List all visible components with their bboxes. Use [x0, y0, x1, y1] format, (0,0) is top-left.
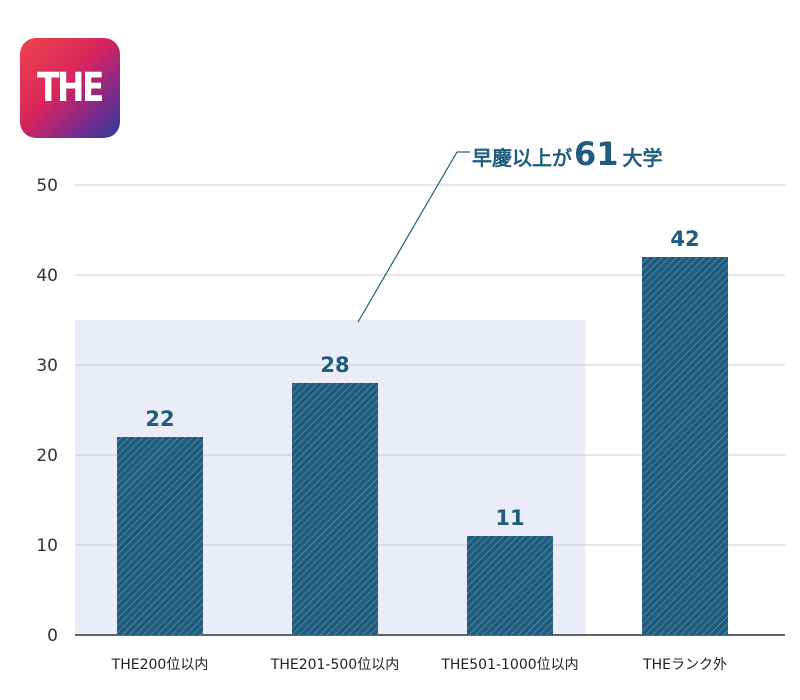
- logo-text: THE: [37, 65, 105, 111]
- bar-value-label: 11: [495, 506, 524, 530]
- category-labels: THE200位以内 THE201-500位以内 THE501-1000位以内 THEラ…: [111, 657, 727, 673]
- y-tick-label: 40: [36, 266, 58, 286]
- annotation-suffix: 大学: [623, 146, 663, 170]
- x-category-label: THE501-1000位以内: [440, 657, 578, 673]
- x-category-label: THE200位以内: [111, 657, 209, 673]
- y-tick-label: 10: [36, 536, 58, 556]
- y-tick-label: 0: [47, 626, 58, 646]
- y-tick-label: 30: [36, 356, 58, 376]
- annotation-leader-line: [357, 151, 458, 323]
- the-logo: THE: [20, 38, 120, 138]
- bar-value-label: 28: [320, 353, 349, 377]
- bar: [467, 536, 553, 635]
- annotation-text: 早慶以上が61 大学: [472, 135, 663, 173]
- bar: [292, 383, 378, 635]
- annotation-number: 61: [574, 135, 619, 173]
- bars: 22 28 11 42: [117, 227, 728, 635]
- annotation-prefix: 早慶以上が: [472, 146, 572, 170]
- y-tick-label: 20: [36, 446, 58, 466]
- bar: [117, 437, 203, 635]
- y-tick-label: 50: [36, 176, 58, 196]
- bar-value-label: 42: [670, 227, 699, 251]
- x-category-label: THEランク外: [642, 657, 727, 673]
- bar: [642, 257, 728, 635]
- bar-value-label: 22: [145, 407, 174, 431]
- x-category-label: THE201-500位以内: [270, 657, 399, 673]
- y-axis-ticks: 0 10 20 30 40 50: [36, 176, 58, 646]
